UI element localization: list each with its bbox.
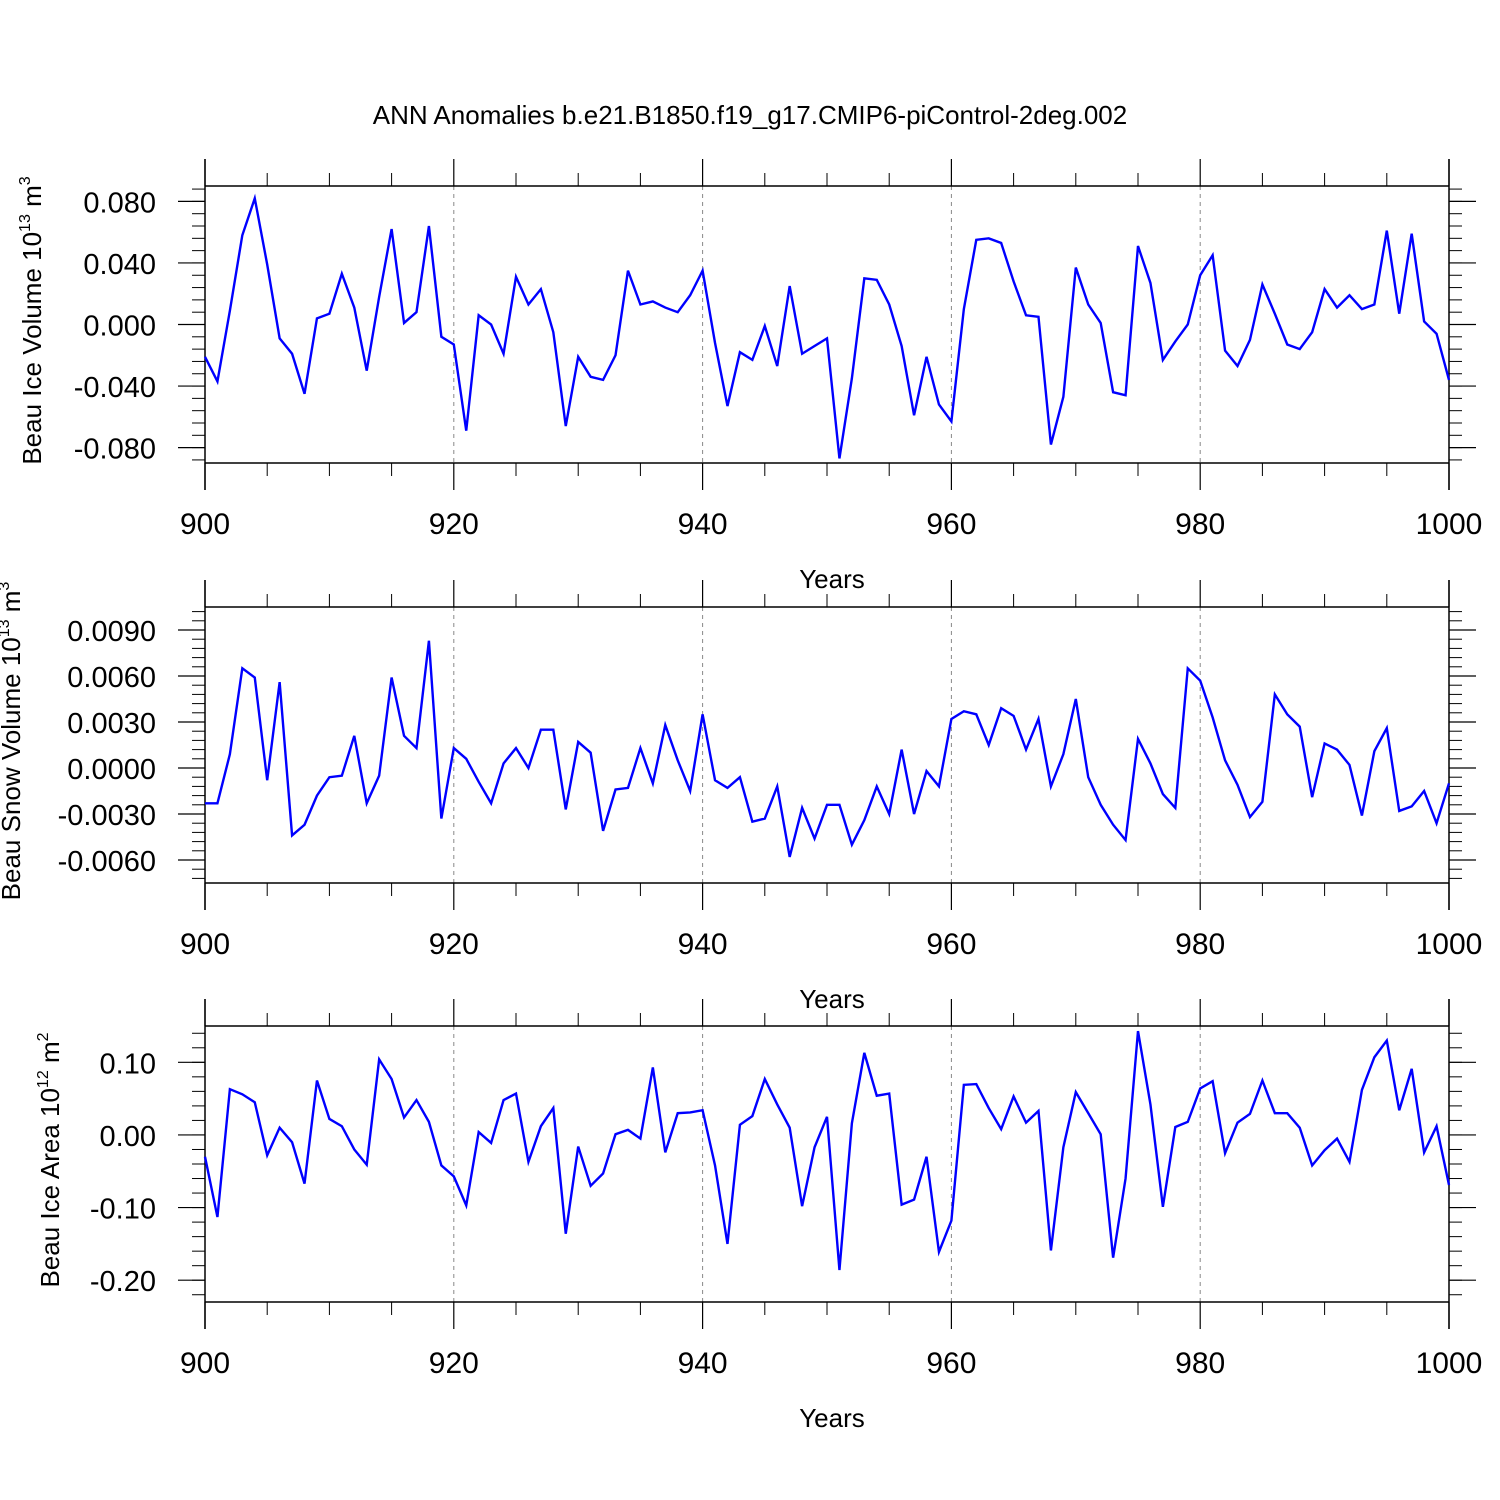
series-line [203,1030,1451,1271]
y-tick-label: 0.0030 [67,708,156,740]
x-tick-label: 1000 [1416,928,1483,961]
y-tick-label: -0.0030 [58,800,156,832]
x-tick-label: 900 [180,508,230,541]
x-tick-label: 900 [180,1347,230,1380]
y-axis-label: Beau Ice Volume 1013 m3 [17,176,47,464]
x-tick-label: 900 [180,928,230,961]
x-tick-label: 960 [926,928,976,961]
y-tick-label: -0.0060 [58,846,156,878]
y-tick-label: -0.20 [90,1266,156,1298]
x-tick-label: 960 [926,1347,976,1380]
x-axis-label: Years [799,984,865,1014]
y-axis-label: Beau Snow Volume 1013 m3 [0,582,26,901]
y-tick-label: 0.080 [83,187,156,219]
y-tick-label: 0.10 [100,1048,156,1080]
x-tick-label: 920 [429,1347,479,1380]
x-axis-label: Years [799,1403,865,1433]
x-tick-label: 920 [429,508,479,541]
series-line [203,193,1451,459]
y-axis-label: Beau Ice Area 1012 m2 [35,1032,65,1287]
x-tick-label: 1000 [1416,508,1483,541]
y-tick-label: 0.0000 [67,754,156,786]
x-tick-label: 980 [1175,508,1225,541]
y-tick-label: -0.040 [74,372,156,404]
chart-title: ANN Anomalies b.e21.B1850.f19_g17.CMIP6-… [373,100,1127,130]
y-tick-label: 0.040 [83,249,156,281]
x-axis-label: Years [799,564,865,594]
x-tick-label: 1000 [1416,1347,1483,1380]
y-tick-label: -0.080 [74,434,156,466]
x-tick-label: 940 [678,928,728,961]
y-tick-label: 0.0060 [67,662,156,694]
x-tick-label: 980 [1175,1347,1225,1380]
x-tick-label: 960 [926,508,976,541]
y-tick-label: -0.10 [90,1194,156,1226]
x-tick-label: 940 [678,508,728,541]
x-tick-label: 980 [1175,928,1225,961]
y-tick-label: 0.0090 [67,616,156,648]
series-line [205,640,1451,858]
y-tick-label: 0.000 [83,311,156,343]
y-tick-label: 0.00 [100,1121,156,1153]
x-tick-label: 920 [429,928,479,961]
x-tick-label: 940 [678,1347,728,1380]
